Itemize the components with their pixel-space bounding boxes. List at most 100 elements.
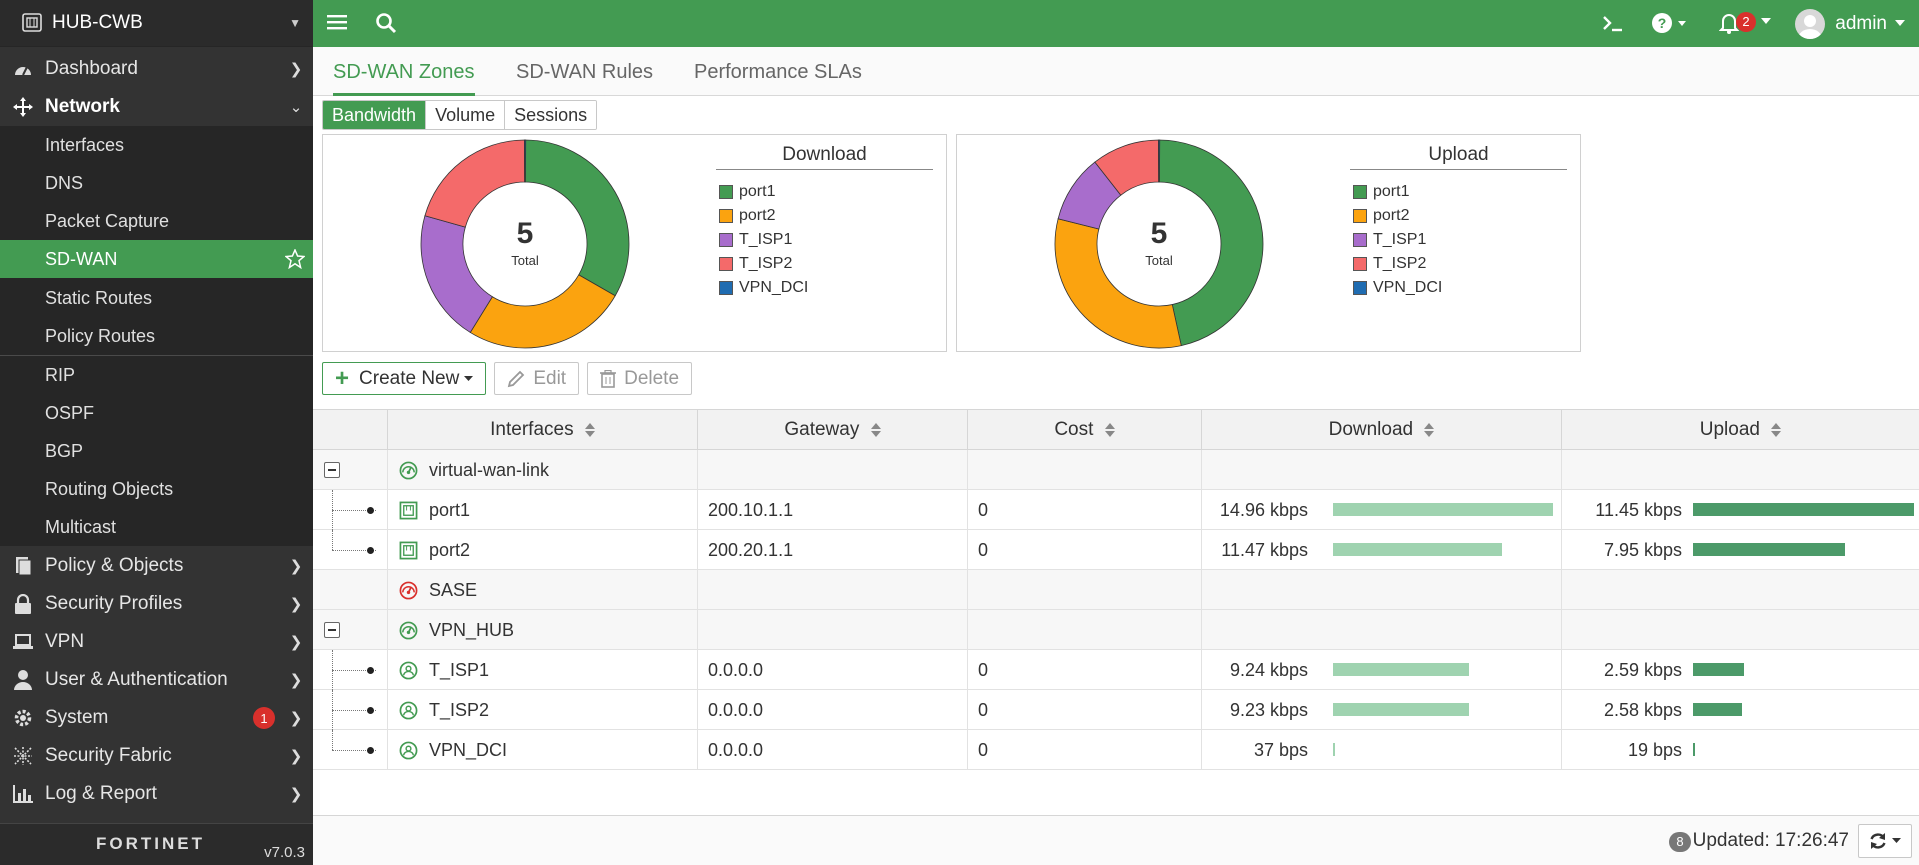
- interface-name: T_ISP1: [388, 650, 698, 690]
- tree-connector: [332, 530, 333, 550]
- delete-button[interactable]: Delete: [587, 362, 693, 395]
- legend-item-port2[interactable]: port2: [1350, 204, 1567, 228]
- nav-policy-objects[interactable]: Policy & Objects ❯: [0, 547, 313, 585]
- delete-label: Delete: [624, 367, 680, 389]
- pencil-icon: [508, 370, 525, 387]
- slice-port2[interactable]: [469, 274, 616, 349]
- nav-vpn[interactable]: VPN ❯: [0, 623, 313, 661]
- refresh-button[interactable]: [1858, 824, 1912, 858]
- member-row[interactable]: VPN_DCI 0.0.0.0 0 37 bps 19 bps: [313, 730, 1919, 770]
- legend-item-T_ISP2[interactable]: T_ISP2: [1350, 252, 1567, 276]
- sidebar-footer: FORTINET v7.0.3: [0, 823, 313, 865]
- plus-icon: +: [335, 364, 350, 392]
- help-icon[interactable]: ?: [1651, 12, 1687, 34]
- updated-timestamp: Updated: 17:26:47: [1692, 830, 1849, 851]
- legend-item-VPN_DCI[interactable]: VPN_DCI: [1350, 276, 1567, 300]
- svg-text:?: ?: [1658, 15, 1667, 31]
- slice-T_ISP2[interactable]: [424, 139, 526, 228]
- header-upload[interactable]: Upload: [1562, 410, 1919, 450]
- create-new-button[interactable]: + Create New: [322, 362, 487, 395]
- nav-user-auth[interactable]: User & Authentication ❯: [0, 661, 313, 699]
- header-gateway[interactable]: Gateway: [698, 410, 968, 450]
- header-cost[interactable]: Cost: [968, 410, 1202, 450]
- legend-swatch: [719, 257, 733, 271]
- cli-console-icon[interactable]: [1601, 12, 1625, 34]
- header-label: Cost: [1054, 419, 1094, 440]
- nav-system[interactable]: System 1 ❯: [0, 699, 313, 737]
- device-selector[interactable]: HUB-CWB ▼: [0, 0, 313, 47]
- vpn-tunnel-icon: [399, 661, 418, 680]
- chevron-right-icon: ❯: [289, 672, 303, 689]
- caret-down-icon[interactable]: [1761, 18, 1771, 26]
- laptop-icon: [12, 631, 34, 653]
- nav-label: System: [45, 707, 109, 728]
- cost-cell: 0: [968, 730, 1202, 770]
- legend-item-port1[interactable]: port1: [716, 180, 933, 204]
- view-toggle: Bandwidth Volume Sessions: [322, 100, 598, 130]
- tree-node-dot: [367, 547, 374, 554]
- legend-item-T_ISP2[interactable]: T_ISP2: [716, 252, 933, 276]
- zone-row[interactable]: VPN_HUB: [313, 610, 1919, 650]
- cost-cell: [968, 450, 1202, 490]
- nav-security-fabric[interactable]: Security Fabric ❯: [0, 737, 313, 775]
- chevron-right-icon: ❯: [289, 596, 303, 613]
- collapse-toggle-icon[interactable]: [324, 462, 340, 478]
- header-interfaces[interactable]: Interfaces: [388, 410, 698, 450]
- collapse-toggle-icon[interactable]: [324, 622, 340, 638]
- user-menu[interactable]: admin: [1795, 0, 1905, 47]
- slice-VPN_DCI[interactable]: [524, 139, 527, 183]
- nav-label: Dashboard: [45, 58, 138, 79]
- sub-policy-routes[interactable]: Policy Routes: [45, 325, 156, 346]
- user-icon: [12, 669, 34, 691]
- sub-sd-wan[interactable]: SD-WAN: [0, 240, 313, 278]
- toggle-sessions[interactable]: Sessions: [505, 101, 597, 129]
- zone-row[interactable]: virtual-wan-link: [313, 450, 1919, 490]
- edit-button[interactable]: Edit: [494, 362, 580, 395]
- member-row[interactable]: port2 200.20.1.1 0 11.47 kbps 7.95 kbps: [313, 530, 1919, 570]
- expand-cell: [313, 650, 388, 690]
- upload-bar: [1693, 743, 1695, 756]
- download-cell: 14.96 kbps: [1202, 490, 1562, 530]
- legend-item-T_ISP1[interactable]: T_ISP1: [1350, 228, 1567, 252]
- slice-VPN_DCI[interactable]: [1158, 139, 1161, 183]
- nav-label: Security Fabric: [45, 745, 172, 766]
- sub-static-routes[interactable]: Static Routes: [45, 287, 153, 308]
- tab-sd-wan-rules[interactable]: SD-WAN Rules: [516, 61, 654, 83]
- toggle-volume[interactable]: Volume: [426, 101, 506, 129]
- hamburger-menu-icon[interactable]: [327, 12, 347, 32]
- nav-dashboard[interactable]: Dashboard ❯: [0, 50, 313, 88]
- header-download[interactable]: Download: [1202, 410, 1562, 450]
- nav-log-report[interactable]: Log & Report ❯: [0, 775, 313, 813]
- sub-bgp[interactable]: BGP: [45, 440, 84, 461]
- sub-interfaces[interactable]: Interfaces: [45, 134, 125, 155]
- download-cell: [1202, 570, 1562, 610]
- chevron-right-icon: ❯: [289, 61, 303, 78]
- member-row[interactable]: T_ISP2 0.0.0.0 0 9.23 kbps 2.58 kbps: [313, 690, 1919, 730]
- bell-icon[interactable]: [1719, 12, 1739, 34]
- nav-security-profiles[interactable]: Security Profiles ❯: [0, 585, 313, 623]
- tab-sd-wan-zones[interactable]: SD-WAN Zones: [333, 47, 475, 96]
- slice-port1[interactable]: [524, 139, 630, 297]
- member-row[interactable]: port1 200.10.1.1 0 14.96 kbps 11.45 kbps: [313, 490, 1919, 530]
- slice-port2[interactable]: [1054, 218, 1182, 349]
- legend-item-port1[interactable]: port1: [1350, 180, 1567, 204]
- star-icon[interactable]: [285, 249, 305, 269]
- zone-row[interactable]: SASE: [313, 570, 1919, 610]
- legend-item-T_ISP1[interactable]: T_ISP1: [716, 228, 933, 252]
- sub-multicast[interactable]: Multicast: [45, 516, 117, 537]
- toggle-bandwidth[interactable]: Bandwidth: [323, 101, 427, 129]
- nav-network[interactable]: Network ⌄: [0, 88, 313, 126]
- legend-item-port2[interactable]: port2: [716, 204, 933, 228]
- member-row[interactable]: T_ISP1 0.0.0.0 0 9.24 kbps 2.59 kbps: [313, 650, 1919, 690]
- sub-packet-capture[interactable]: Packet Capture: [45, 210, 170, 231]
- legend-item-VPN_DCI[interactable]: VPN_DCI: [716, 276, 933, 300]
- sub-routing-objects[interactable]: Routing Objects: [45, 478, 174, 499]
- slice-port1[interactable]: [1158, 139, 1264, 347]
- sub-dns[interactable]: DNS: [45, 172, 84, 193]
- download-cell: 11.47 kbps: [1202, 530, 1562, 570]
- sub-ospf[interactable]: OSPF: [45, 402, 95, 423]
- ethernet-port-icon: [399, 541, 418, 560]
- sub-rip[interactable]: RIP: [45, 364, 76, 385]
- tab-performance-slas[interactable]: Performance SLAs: [694, 61, 862, 83]
- search-icon[interactable]: [375, 12, 397, 34]
